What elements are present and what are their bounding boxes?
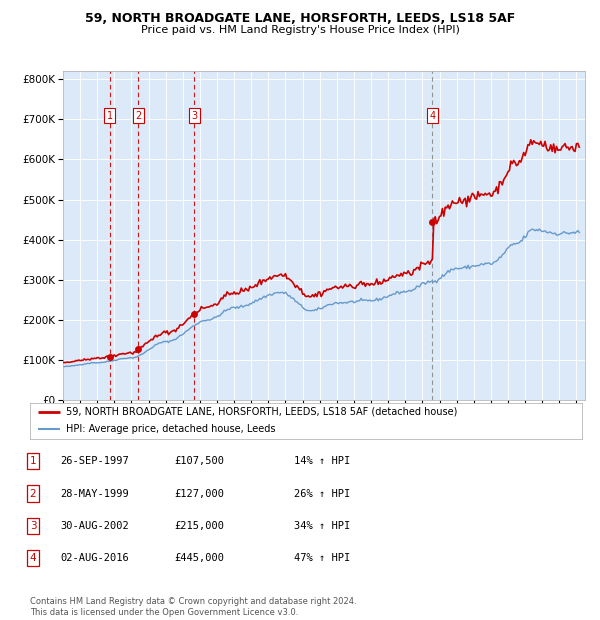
Text: 4: 4	[430, 110, 436, 121]
Text: HPI: Average price, detached house, Leeds: HPI: Average price, detached house, Leed…	[66, 424, 275, 434]
Text: 59, NORTH BROADGATE LANE, HORSFORTH, LEEDS, LS18 5AF (detached house): 59, NORTH BROADGATE LANE, HORSFORTH, LEE…	[66, 407, 457, 417]
Text: 14% ↑ HPI: 14% ↑ HPI	[294, 456, 350, 466]
Text: Contains HM Land Registry data © Crown copyright and database right 2024.
This d: Contains HM Land Registry data © Crown c…	[30, 598, 356, 617]
Text: 02-AUG-2016: 02-AUG-2016	[60, 553, 129, 563]
Text: 3: 3	[191, 110, 197, 121]
Text: 26-SEP-1997: 26-SEP-1997	[60, 456, 129, 466]
Text: £107,500: £107,500	[174, 456, 224, 466]
Text: £445,000: £445,000	[174, 553, 224, 563]
Text: 2: 2	[29, 489, 37, 498]
Text: £215,000: £215,000	[174, 521, 224, 531]
Text: 1: 1	[107, 110, 113, 121]
Text: 59, NORTH BROADGATE LANE, HORSFORTH, LEEDS, LS18 5AF: 59, NORTH BROADGATE LANE, HORSFORTH, LEE…	[85, 12, 515, 25]
Text: 28-MAY-1999: 28-MAY-1999	[60, 489, 129, 498]
Text: 4: 4	[29, 553, 37, 563]
Text: 2: 2	[135, 110, 142, 121]
Text: 26% ↑ HPI: 26% ↑ HPI	[294, 489, 350, 498]
Text: £127,000: £127,000	[174, 489, 224, 498]
Text: 47% ↑ HPI: 47% ↑ HPI	[294, 553, 350, 563]
Text: 34% ↑ HPI: 34% ↑ HPI	[294, 521, 350, 531]
Text: 3: 3	[29, 521, 37, 531]
Text: 1: 1	[29, 456, 37, 466]
Text: Price paid vs. HM Land Registry's House Price Index (HPI): Price paid vs. HM Land Registry's House …	[140, 25, 460, 35]
Text: 30-AUG-2002: 30-AUG-2002	[60, 521, 129, 531]
